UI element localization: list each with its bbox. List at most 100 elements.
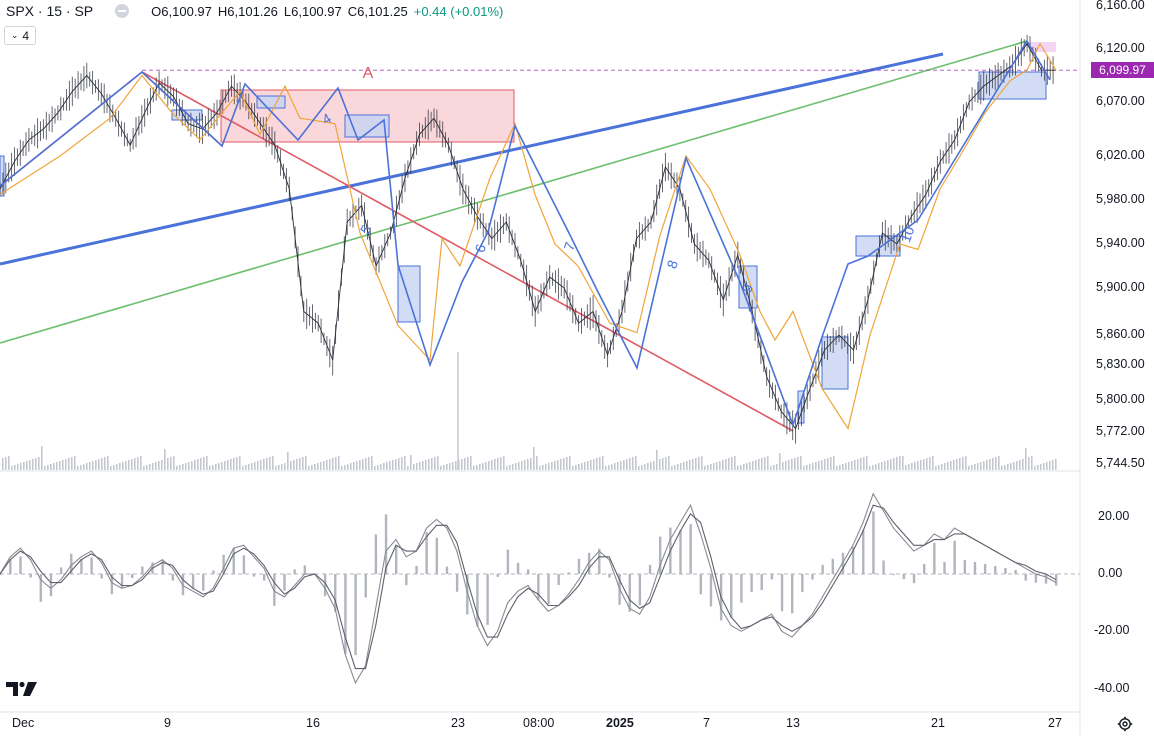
volume-bar bbox=[86, 463, 88, 470]
volume-bar bbox=[1052, 460, 1054, 470]
volume-bar bbox=[893, 458, 895, 470]
volume-bar bbox=[752, 461, 754, 470]
volume-bar bbox=[827, 458, 829, 470]
volume-bar bbox=[251, 463, 253, 470]
osc-histogram-bar bbox=[709, 574, 713, 607]
volume-bar bbox=[614, 463, 616, 470]
volume-bar bbox=[659, 459, 661, 470]
volume-bar bbox=[161, 460, 163, 470]
osc-histogram-bar bbox=[923, 563, 926, 574]
price-tick-label: 6,020.00 bbox=[1096, 148, 1145, 162]
volume-bar bbox=[191, 461, 193, 470]
osc-histogram-bar bbox=[750, 574, 753, 593]
volume-bar bbox=[452, 462, 454, 470]
volume-bar bbox=[944, 463, 946, 470]
volume-bar bbox=[281, 464, 283, 470]
volume-bar bbox=[854, 460, 856, 470]
volume-bar bbox=[587, 461, 589, 470]
volume-bar bbox=[410, 455, 412, 470]
volume-bar bbox=[338, 456, 340, 470]
volume-bar bbox=[284, 463, 286, 470]
osc-histogram-bar bbox=[486, 574, 489, 625]
volume-bar bbox=[65, 459, 67, 470]
osc-histogram-bar bbox=[59, 567, 63, 574]
osc-histogram-bar bbox=[0, 574, 2, 575]
volume-bar bbox=[545, 464, 547, 470]
volume-bar bbox=[230, 459, 232, 470]
volume-bar bbox=[563, 458, 565, 470]
volume-bar bbox=[986, 460, 988, 470]
volume-bar bbox=[830, 457, 832, 470]
indicators-toggle-button[interactable]: ⌄ 4 bbox=[4, 26, 36, 45]
osc-histogram-bar bbox=[821, 564, 824, 574]
collapse-icon[interactable] bbox=[115, 4, 130, 18]
pattern-box bbox=[171, 109, 203, 121]
volume-bar bbox=[755, 460, 757, 470]
volume-bar bbox=[293, 460, 295, 470]
osc-histogram-bar bbox=[49, 574, 53, 597]
osc-histogram-bar bbox=[263, 574, 266, 581]
volume-bar bbox=[557, 460, 559, 470]
volume-bar bbox=[308, 466, 310, 470]
volume-bar bbox=[1046, 462, 1048, 470]
indicator-count: 4 bbox=[22, 28, 30, 43]
volume-bar bbox=[368, 457, 370, 470]
volume-bar bbox=[581, 463, 583, 470]
volume-bar bbox=[950, 461, 952, 470]
osc-histogram-bar bbox=[801, 574, 804, 593]
volume-bar bbox=[326, 460, 328, 470]
volume-bar bbox=[413, 464, 415, 470]
settings-gear-icon[interactable] bbox=[1117, 716, 1133, 737]
volume-bar bbox=[989, 459, 991, 470]
volume-bar bbox=[353, 462, 355, 470]
volume-bar bbox=[530, 458, 532, 470]
volume-bar bbox=[461, 459, 463, 470]
price-tick-label: 5,860.00 bbox=[1096, 327, 1145, 341]
volume-bar bbox=[521, 461, 523, 470]
volume-bar bbox=[572, 466, 574, 470]
volume-bar bbox=[707, 465, 709, 470]
volume-bar bbox=[248, 464, 250, 470]
volume-bar bbox=[749, 462, 751, 470]
volume-bar bbox=[491, 460, 493, 470]
volume-bar bbox=[386, 462, 388, 470]
osc-histogram-bar bbox=[395, 544, 398, 574]
volume-bar bbox=[506, 466, 508, 470]
osc-histogram-bar bbox=[242, 555, 246, 574]
time-tick-label: 16 bbox=[306, 716, 320, 730]
osc-histogram-bar bbox=[374, 534, 378, 574]
price-tick-label: 6,120.00 bbox=[1096, 41, 1145, 55]
wave-label-A: A bbox=[363, 65, 374, 82]
volume-bar bbox=[419, 462, 421, 470]
tradingview-logo-icon[interactable] bbox=[6, 680, 38, 703]
pattern-box bbox=[978, 71, 1047, 100]
volume-bar bbox=[857, 459, 859, 470]
volume-bar bbox=[1019, 460, 1021, 470]
volume-bar bbox=[785, 461, 787, 470]
volume-bar bbox=[116, 464, 118, 470]
osc-histogram-bar bbox=[628, 574, 631, 612]
volume-bar bbox=[296, 459, 298, 470]
osc-histogram-bar bbox=[872, 511, 875, 574]
volume-bar bbox=[836, 466, 838, 470]
volume-bar bbox=[149, 464, 151, 470]
symbol-title[interactable]: SPX · 15 · SP bbox=[6, 3, 94, 19]
osc-histogram-bar bbox=[1014, 569, 1017, 574]
price-tick-label: 6,070.00 bbox=[1096, 94, 1145, 108]
volume-bar bbox=[875, 464, 877, 470]
volume-bar bbox=[101, 458, 103, 470]
volume-bar bbox=[758, 459, 760, 470]
volume-bar bbox=[53, 463, 55, 470]
osc-histogram-bar bbox=[344, 574, 347, 654]
osc-histogram-bar bbox=[679, 530, 682, 574]
volume-bar bbox=[254, 462, 256, 470]
osc-histogram-bar bbox=[202, 574, 205, 591]
volume-bar bbox=[608, 465, 610, 470]
last-price-tag[interactable]: 6,099.97 bbox=[1091, 62, 1154, 79]
osc-histogram-bar bbox=[90, 557, 93, 574]
time-tick-label: 08:00 bbox=[523, 716, 555, 730]
osc-histogram-bar bbox=[496, 574, 499, 577]
volume-bar bbox=[179, 465, 181, 470]
